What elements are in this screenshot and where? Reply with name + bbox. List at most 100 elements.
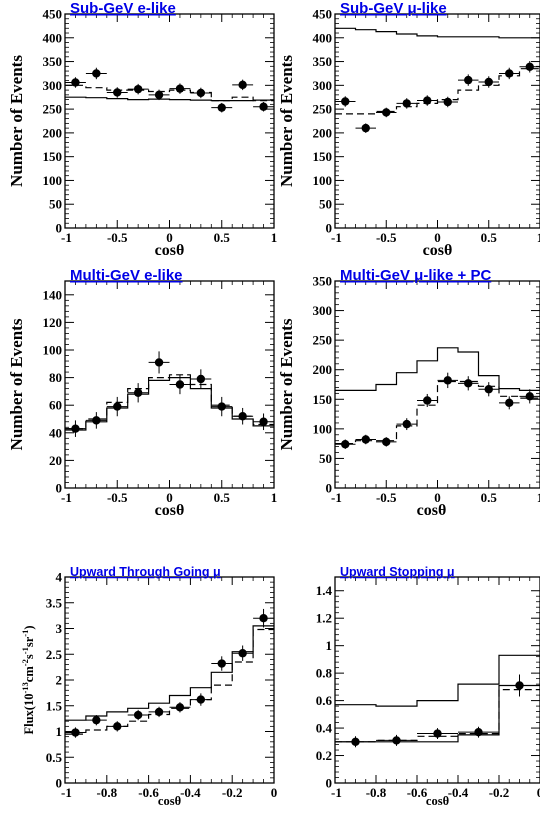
y-tick-label: 80 (49, 370, 62, 385)
x-tick-label: -0.8 (97, 785, 118, 800)
y-tick-label: 50 (49, 197, 62, 212)
y-tick-label: 200 (313, 362, 333, 377)
no-oscillation-histogram (65, 625, 274, 721)
x-tick-label: -1 (331, 490, 342, 505)
x-tick-label: 0 (434, 490, 441, 505)
x-tick-label: -0.2 (222, 785, 243, 800)
data-point (341, 440, 350, 449)
y-tick-label: 140 (43, 287, 63, 302)
y-tick-label: 0 (326, 481, 333, 496)
x-tick-label: -0.6 (138, 785, 159, 800)
x-tick-label: 0.5 (214, 230, 231, 245)
plot-frame (334, 576, 540, 784)
plot-area (65, 351, 274, 437)
x-axis-label: cosθ (155, 502, 185, 519)
no-oscillation-histogram (335, 347, 540, 391)
y-axis-label: Number of Events (7, 318, 26, 450)
data-point (423, 396, 432, 405)
panel-title: Sub-GeV μ-like (340, 0, 447, 17)
y-axis-label-part: -13 (20, 682, 30, 693)
y-tick-label: 300 (43, 78, 63, 93)
x-tick-label: -1 (61, 230, 72, 245)
y-tick-label: 1 (326, 638, 333, 653)
y-axis-label-part: sr (22, 636, 36, 647)
oscillation-histogram (335, 380, 540, 445)
data-point (238, 649, 247, 658)
data-point (154, 90, 164, 100)
x-tick-label: -0.2 (489, 785, 510, 800)
no-oscillation-histogram (65, 96, 274, 102)
data-point (113, 402, 122, 411)
y-tick-label: 0.8 (316, 666, 333, 681)
y-tick-label: 20 (49, 453, 62, 468)
data-point (217, 659, 226, 668)
y-tick-label: 3 (56, 621, 63, 636)
data-point (196, 88, 206, 98)
x-tick-label: -1 (331, 785, 342, 800)
x-tick-label: 0 (271, 785, 278, 800)
y-tick-label: 1.4 (316, 583, 333, 598)
y-tick-label: 250 (313, 102, 333, 117)
plot-area (335, 347, 540, 449)
y-tick-label: 3.5 (46, 595, 63, 610)
no-oscillation-histogram (65, 377, 274, 431)
data-point (341, 97, 350, 106)
plot-area (335, 27, 540, 133)
y-axis-label-part: -1 (20, 630, 30, 637)
data-point (259, 614, 268, 623)
data-point (423, 96, 432, 105)
y-axis-label-part: -2 (20, 659, 30, 666)
data-point (71, 728, 80, 737)
y-tick-label: 50 (319, 451, 332, 466)
data-point (259, 102, 268, 111)
x-tick-label: -1 (331, 230, 342, 245)
y-tick-label: 350 (313, 274, 333, 289)
y-tick-label: 0 (326, 776, 333, 791)
data-point (433, 729, 442, 738)
data-point (154, 707, 164, 717)
y-axis-label-part: Flux(10 (22, 694, 36, 735)
x-tick-label: 1 (537, 230, 540, 245)
y-tick-label: 100 (313, 173, 333, 188)
x-tick-label: 1 (537, 490, 540, 505)
y-tick-label: 400 (313, 30, 333, 45)
x-tick-label: -0.5 (376, 490, 397, 505)
x-tick-label: 0.5 (481, 490, 498, 505)
data-point (474, 727, 483, 737)
x-tick-label: 0 (537, 785, 540, 800)
y-axis-label-part: ) (22, 625, 36, 629)
x-axis-label: cosθ (426, 794, 449, 808)
oscillation-histogram (65, 84, 274, 102)
x-axis-label: cosθ (417, 502, 447, 519)
x-tick-label: -0.5 (107, 490, 128, 505)
x-axis-label: cosθ (423, 242, 453, 259)
data-point (525, 392, 534, 401)
x-axis-label: cosθ (155, 242, 185, 259)
data-point (154, 358, 164, 367)
data-point (525, 62, 534, 71)
plot-frame (334, 280, 540, 489)
y-tick-label: 200 (43, 125, 63, 140)
y-axis-label: Number of Events (277, 55, 296, 187)
data-point (464, 379, 473, 388)
y-tick-label: 0 (56, 221, 63, 236)
data-point (238, 80, 247, 90)
plot-frame (334, 13, 540, 229)
data-point (133, 84, 143, 94)
data-point (382, 437, 391, 447)
x-tick-label: -0.4 (180, 785, 201, 800)
data-point (402, 419, 411, 429)
data-point (217, 402, 226, 411)
data-point (71, 424, 80, 433)
data-point (484, 77, 493, 87)
y-tick-label: 350 (43, 54, 63, 69)
y-tick-label: 0 (56, 776, 63, 791)
data-point (361, 435, 370, 444)
data-point (443, 376, 452, 385)
y-tick-label: 1.5 (46, 698, 63, 713)
y-tick-label: 150 (43, 149, 63, 164)
panel-5: -1 -0.8 -0.6 -0.4 -0.2 0 0 0.5 1 1.5 2 2.5 3 3.5 4 Upwa… (20, 565, 277, 808)
y-tick-label: 50 (319, 197, 332, 212)
y-axis-label-part: -1 (20, 647, 30, 654)
x-tick-label: -1 (61, 785, 72, 800)
